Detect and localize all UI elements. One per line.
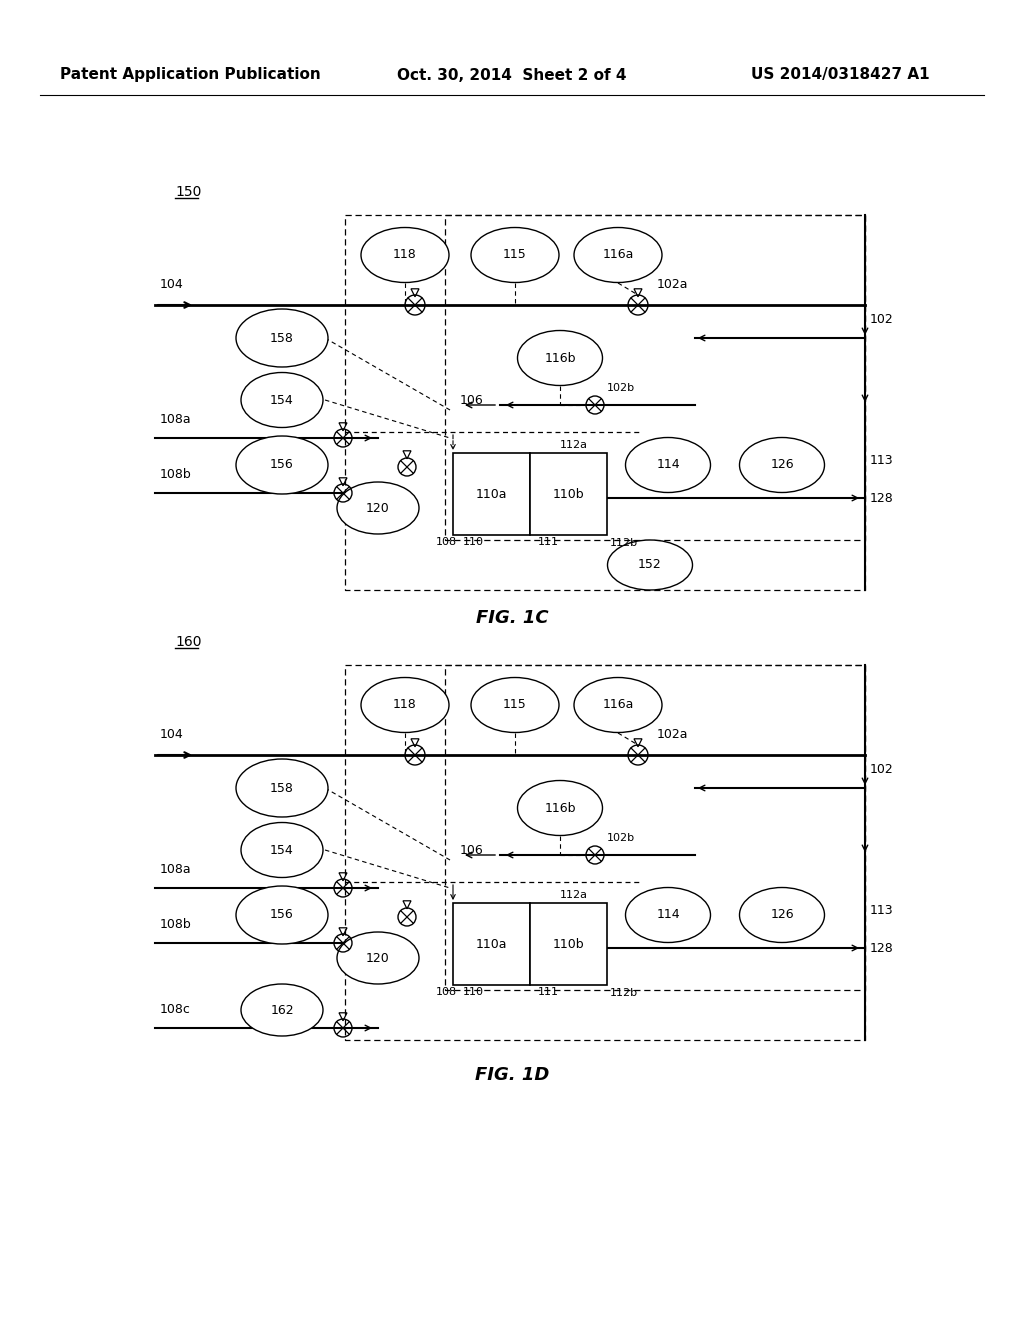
Text: 108b: 108b [160,469,191,480]
Text: 102b: 102b [607,833,635,843]
Text: 120: 120 [367,502,390,515]
Ellipse shape [574,227,662,282]
Text: 102b: 102b [607,383,635,393]
Text: 110: 110 [463,987,484,997]
Text: 154: 154 [270,843,294,857]
Text: 116a: 116a [602,248,634,261]
Text: 102: 102 [870,313,894,326]
Ellipse shape [574,677,662,733]
Text: 158: 158 [270,781,294,795]
Text: 150: 150 [175,185,202,199]
Text: 112b: 112b [610,987,638,998]
Text: 115: 115 [503,698,527,711]
Text: 154: 154 [270,393,294,407]
Text: 111: 111 [538,537,559,546]
Ellipse shape [241,983,323,1036]
Ellipse shape [626,887,711,942]
Ellipse shape [739,887,824,942]
Text: 110a: 110a [476,487,507,500]
Text: 128: 128 [870,491,894,504]
Ellipse shape [361,227,449,282]
Text: 156: 156 [270,458,294,471]
Ellipse shape [517,330,602,385]
Ellipse shape [607,540,692,590]
Text: 112a: 112a [560,440,588,450]
Text: 108: 108 [436,537,457,546]
Bar [453,903,530,985]
Ellipse shape [471,677,559,733]
Text: 108a: 108a [160,413,191,426]
Text: 114: 114 [656,908,680,921]
Text: 156: 156 [270,908,294,921]
Ellipse shape [236,759,328,817]
Text: 162: 162 [270,1003,294,1016]
Text: 118: 118 [393,698,417,711]
Text: 102: 102 [870,763,894,776]
Ellipse shape [241,822,323,878]
Text: 110b: 110b [553,937,585,950]
Text: 118: 118 [393,248,417,261]
Ellipse shape [361,677,449,733]
Text: 104: 104 [160,279,183,290]
Text: 116b: 116b [544,351,575,364]
Ellipse shape [236,309,328,367]
Text: US 2014/0318427 A1: US 2014/0318427 A1 [751,67,930,82]
Text: 115: 115 [503,248,527,261]
Text: 128: 128 [870,941,894,954]
Text: FIG. 1C: FIG. 1C [476,609,548,627]
Text: 112a: 112a [560,890,588,900]
Text: 113: 113 [870,454,894,466]
Bar [530,453,607,535]
Text: Patent Application Publication: Patent Application Publication [59,67,321,82]
Ellipse shape [236,436,328,494]
Text: 152: 152 [638,558,662,572]
Text: 108: 108 [436,987,457,997]
Ellipse shape [517,780,602,836]
Text: 120: 120 [367,952,390,965]
Ellipse shape [626,437,711,492]
Text: 108b: 108b [160,917,191,931]
Text: 106: 106 [460,843,483,857]
Text: 113: 113 [870,903,894,916]
Text: 114: 114 [656,458,680,471]
Text: FIG. 1D: FIG. 1D [475,1067,549,1084]
Text: Oct. 30, 2014  Sheet 2 of 4: Oct. 30, 2014 Sheet 2 of 4 [397,67,627,82]
Text: 160: 160 [175,635,202,649]
Bar [530,903,607,985]
Text: 108a: 108a [160,863,191,876]
Ellipse shape [337,482,419,535]
Ellipse shape [337,932,419,983]
Text: 116a: 116a [602,698,634,711]
Text: 111: 111 [538,987,559,997]
Text: 108c: 108c [160,1003,190,1016]
Text: 104: 104 [160,729,183,741]
Text: 110: 110 [463,537,484,546]
Text: 102a: 102a [657,279,688,290]
Text: 102a: 102a [657,729,688,741]
Text: 126: 126 [770,908,794,921]
Ellipse shape [236,886,328,944]
Text: 112b: 112b [610,539,638,548]
Text: 158: 158 [270,331,294,345]
Ellipse shape [241,372,323,428]
Ellipse shape [739,437,824,492]
Text: 116b: 116b [544,801,575,814]
Text: 126: 126 [770,458,794,471]
Text: 110a: 110a [476,937,507,950]
Text: 110b: 110b [553,487,585,500]
Bar [453,453,530,535]
Ellipse shape [471,227,559,282]
Text: 106: 106 [460,393,483,407]
